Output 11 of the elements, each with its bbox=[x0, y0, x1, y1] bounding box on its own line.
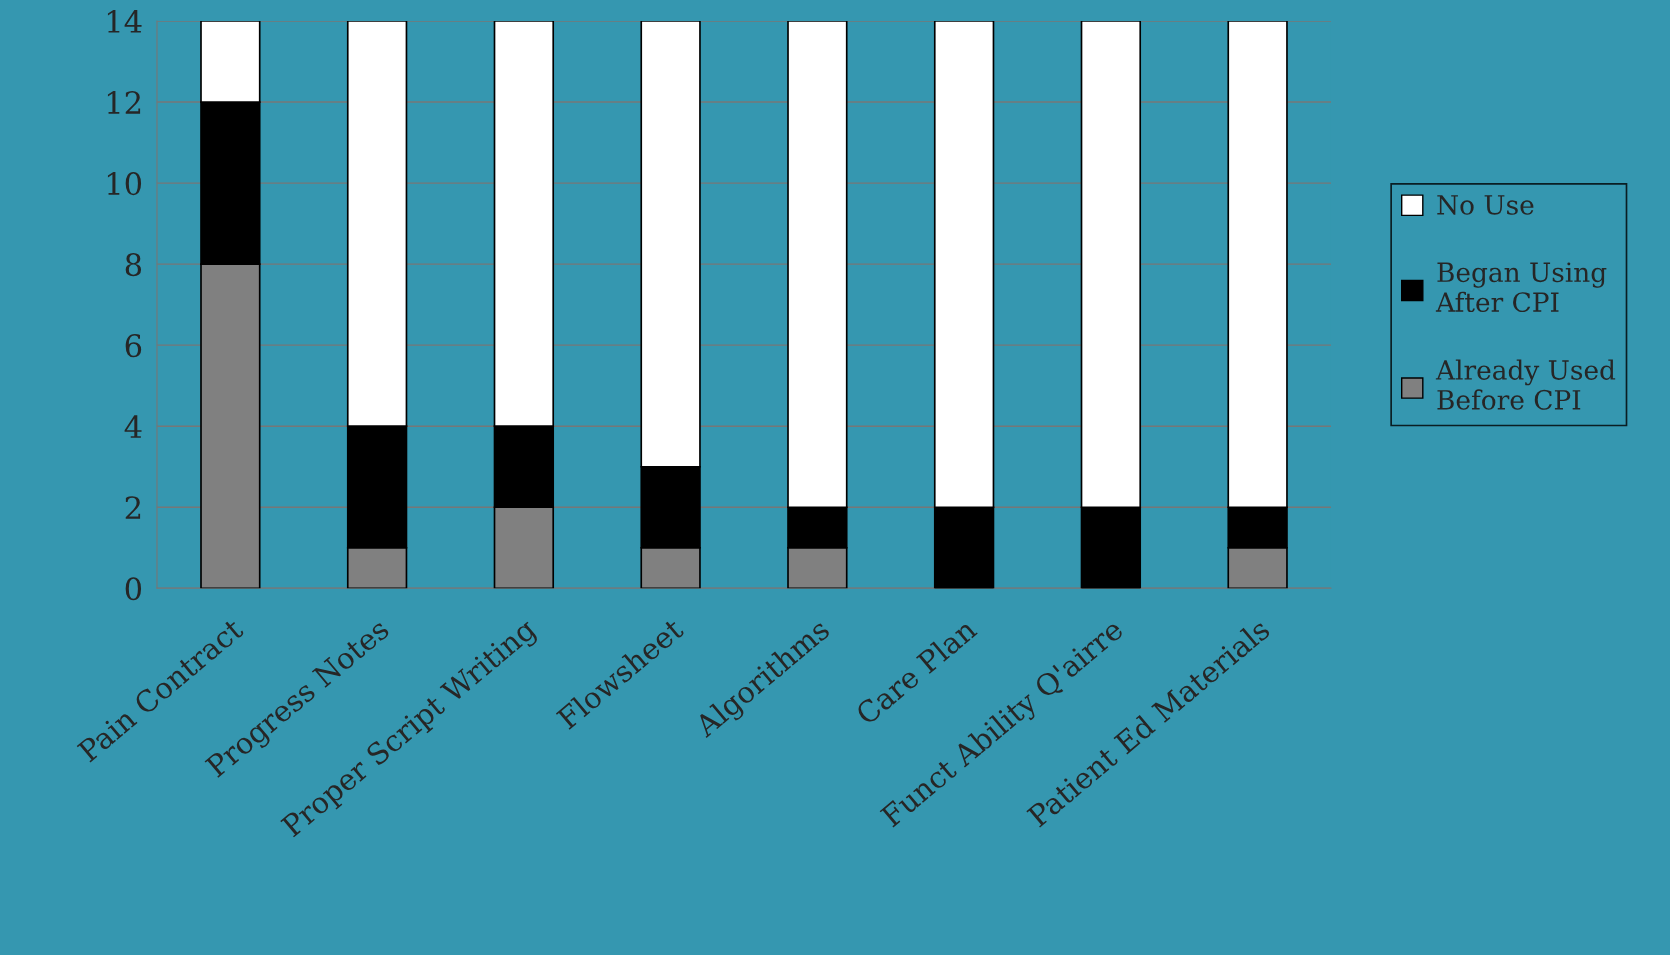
y-tick-label: 2 bbox=[125, 496, 141, 519]
y-tick-label: 0 bbox=[125, 577, 142, 601]
y-tick-label: 10 bbox=[107, 172, 142, 196]
y-tick-label: 14 bbox=[107, 9, 142, 33]
legend-label: No Use bbox=[1437, 195, 1534, 215]
y-tick-label: 8 bbox=[125, 253, 142, 277]
legend-label: Already Used Before CPI bbox=[1435, 359, 1616, 410]
legend-label: Began Using After CPI bbox=[1435, 262, 1607, 313]
y-tick-label: 12 bbox=[107, 90, 141, 114]
y-tick-label: 6 bbox=[125, 334, 142, 358]
y-tick-label: 4 bbox=[124, 415, 142, 438]
